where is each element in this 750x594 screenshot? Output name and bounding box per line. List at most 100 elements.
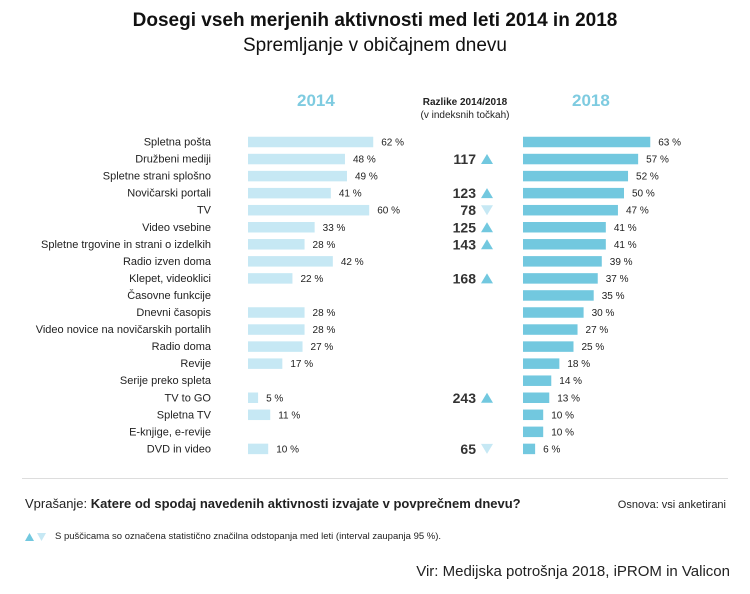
- index-value-spletne-trgovine-in-strani-o-izdelkih: 143: [453, 236, 477, 252]
- category-label-klepet-videoklici: Klepet, videoklici: [129, 273, 211, 285]
- value-label-2018-spletne-strani-splosno: 52 %: [636, 172, 659, 183]
- index-value-novicarski-portali: 123: [453, 185, 477, 201]
- value-label-2014-video-vsebine: 33 %: [323, 223, 346, 234]
- bar-2014-tv-to-go: [248, 392, 259, 403]
- bar-2014-spletna-tv: [248, 409, 271, 421]
- bar-2018-serije-preko-spleta: [523, 375, 552, 386]
- arrow-legend: S puščicama so označena statistično znač…: [25, 531, 441, 542]
- bar-2018-dvd-in-video: [523, 443, 536, 455]
- value-label-2014-dvd-in-video: 10 %: [276, 444, 299, 455]
- value-label-2018-radio-izven-doma: 39 %: [610, 257, 633, 268]
- value-label-2014-radio-doma: 27 %: [311, 342, 334, 353]
- differences-header: Razlike 2014/2018 (v indeksnih točkah): [405, 96, 525, 122]
- index-value-klepet-videoklici: 168: [453, 270, 477, 286]
- index-value-video-vsebine: 125: [453, 219, 477, 235]
- value-label-2018-serije-preko-spleta: 14 %: [559, 376, 582, 387]
- value-label-2014-spletne-trgovine-in-strani-o-izdelkih: 28 %: [313, 240, 336, 251]
- value-label-2014-spletna-posta: 62 %: [381, 138, 404, 149]
- value-label-2018-e-knjige-e-revije: 10 %: [551, 427, 574, 438]
- value-label-2018-spletne-trgovine-in-strani-o-izdelkih: 41 %: [614, 240, 637, 251]
- bar-2014-dvd-in-video: [248, 443, 269, 455]
- category-label-spletna-posta: Spletna pošta: [144, 137, 212, 149]
- value-label-2018-spletna-tv: 10 %: [551, 410, 574, 421]
- question-text: Katere od spodaj navedenih aktivnosti iz…: [90, 496, 521, 511]
- bar-2014-spletna-posta: [248, 136, 374, 148]
- value-label-2014-radio-izven-doma: 42 %: [341, 257, 364, 268]
- series-2018-header: 2018: [572, 91, 610, 110]
- value-label-2014-tv-to-go: 5 %: [266, 393, 283, 404]
- value-label-2018-casovne-funkcije: 35 %: [602, 291, 625, 302]
- value-label-2014-video-novice-na-novicarskih-portalih: 28 %: [313, 325, 336, 336]
- bar-2014-radio-izven-doma: [248, 256, 333, 267]
- arrow-up-icon: [481, 222, 493, 233]
- bar-2014-video-vsebine: [248, 222, 315, 233]
- value-label-2014-dnevni-casopis: 28 %: [313, 308, 336, 319]
- value-label-2018-video-novice-na-novicarskih-portalih: 27 %: [586, 325, 609, 336]
- arrow-legend-text: S puščicama so označena statistično znač…: [55, 531, 442, 542]
- chart-title: Dosegi vseh merjenih aktivnosti med leti…: [132, 10, 618, 31]
- base-note: Osnova: vsi anketirani: [617, 499, 726, 511]
- category-label-casovne-funkcije: Časovne funkcije: [127, 289, 211, 302]
- value-label-2014-novicarski-portali: 41 %: [339, 189, 362, 200]
- arrow-up-icon: [481, 273, 493, 284]
- category-label-serije-preko-spleta: Serije preko spleta: [120, 375, 212, 387]
- bar-2018-revije: [523, 358, 560, 369]
- bar-2018-spletna-posta: [523, 136, 651, 148]
- arrow-up-icon: [481, 188, 493, 199]
- category-label-dnevni-casopis: Dnevni časopis: [136, 307, 211, 319]
- category-label-druzbeni-mediji: Družbeni mediji: [135, 154, 211, 166]
- category-label-radio-doma: Radio doma: [152, 341, 212, 353]
- bar-2014-tv: [248, 204, 370, 216]
- bar-2014-novicarski-portali: [248, 187, 331, 199]
- value-label-2014-revije: 17 %: [290, 359, 313, 370]
- category-label-tv: TV: [197, 205, 212, 217]
- arrow-down-icon: [481, 205, 493, 216]
- differences-title: Razlike 2014/2018: [422, 97, 508, 108]
- bar-2014-video-novice-na-novicarskih-portalih: [248, 324, 305, 335]
- arrow-up-icon: [481, 154, 493, 165]
- value-label-2014-druzbeni-mediji: 48 %: [353, 155, 376, 166]
- category-label-spletne-strani-splosno: Spletne strani splošno: [103, 171, 211, 183]
- bar-2014-dnevni-casopis: [248, 307, 305, 318]
- bar-2018-radio-doma: [523, 341, 574, 352]
- arrow-up-icon: [481, 239, 493, 250]
- arrow-legend-icon: [25, 532, 46, 541]
- bar-2018-tv: [523, 204, 618, 216]
- value-label-2018-tv-to-go: 13 %: [557, 393, 580, 404]
- value-label-2014-spletne-strani-splosno: 49 %: [355, 172, 378, 183]
- bar-2018-klepet-videoklici: [523, 273, 598, 284]
- bar-2018-spletne-strani-splosno: [523, 170, 629, 182]
- bar-2018-video-vsebine: [523, 222, 606, 233]
- bar-2018-radio-izven-doma: [523, 256, 602, 267]
- chart-subtitle: Spremljanje v običajnem dnevu: [242, 35, 508, 56]
- category-label-e-knjige-e-revije: E-knjige, e-revije: [129, 426, 211, 438]
- footer-divider: [22, 478, 728, 479]
- source-note: Vir: Medijska potrošnja 2018, iPROM in V…: [416, 563, 730, 580]
- bar-2018-video-novice-na-novicarskih-portalih: [523, 324, 578, 335]
- bar-2018-dnevni-casopis: [523, 307, 584, 318]
- bar-2018-novicarski-portali: [523, 187, 624, 199]
- differences-subtitle: (v indeksnih točkah): [420, 110, 510, 121]
- value-label-2014-klepet-videoklici: 22 %: [300, 274, 323, 285]
- category-label-video-vsebine: Video vsebine: [142, 222, 211, 234]
- bar-2014-druzbeni-mediji: [248, 153, 345, 165]
- value-label-2018-spletna-posta: 63 %: [658, 138, 681, 149]
- series-2014-header: 2014: [297, 91, 335, 110]
- bar-2018-e-knjige-e-revije: [523, 426, 544, 438]
- category-label-video-novice-na-novicarskih-portalih: Video novice na novičarskih portalih: [36, 324, 211, 336]
- bar-2014-spletne-trgovine-in-strani-o-izdelkih: [248, 239, 305, 250]
- bar-2014-revije: [248, 358, 283, 369]
- arrow-up-icon: [481, 392, 493, 403]
- category-label-tv-to-go: TV to GO: [165, 392, 212, 404]
- bar-2014-klepet-videoklici: [248, 273, 293, 284]
- index-value-dvd-in-video: 65: [460, 441, 476, 457]
- value-label-2014-spletna-tv: 11 %: [278, 410, 300, 421]
- value-label-2018-revije: 18 %: [567, 359, 590, 370]
- index-value-druzbeni-mediji: 117: [453, 151, 476, 167]
- index-value-tv: 78: [460, 202, 476, 218]
- bar-2018-druzbeni-mediji: [523, 153, 639, 165]
- bar-2018-spletna-tv: [523, 409, 544, 421]
- value-label-2014-tv: 60 %: [377, 206, 400, 217]
- category-label-spletna-tv: Spletna TV: [157, 409, 212, 421]
- bar-2018-tv-to-go: [523, 392, 550, 403]
